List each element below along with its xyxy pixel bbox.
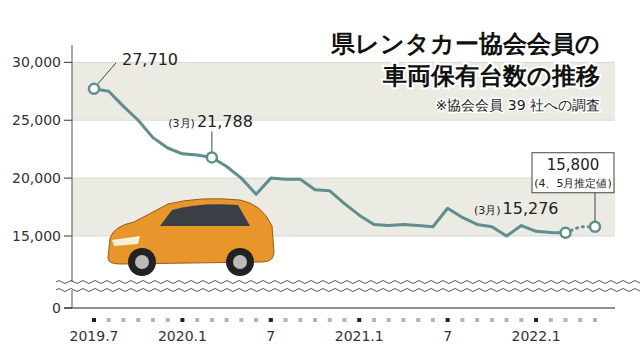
annotation-prefix: (3月) [168, 117, 195, 130]
x-tick [357, 318, 361, 322]
x-tick [564, 318, 568, 322]
x-tick-label: 2020.1 [158, 328, 207, 344]
x-tick [151, 318, 155, 322]
point-marker [207, 152, 217, 162]
axis-break-line [56, 281, 640, 284]
x-tick [121, 318, 125, 322]
x-tick [534, 318, 538, 322]
x-tick [372, 318, 376, 322]
x-tick [328, 318, 332, 322]
x-tick [343, 318, 347, 322]
car-wheel [233, 255, 247, 269]
x-tick [254, 318, 258, 322]
x-tick [180, 318, 184, 322]
x-tick [166, 318, 170, 322]
y-tick-label: 0 [52, 300, 61, 316]
axis-break-line [56, 289, 640, 292]
x-tick [107, 318, 111, 322]
y-tick [64, 178, 72, 179]
x-tick [387, 318, 391, 322]
x-tick [446, 318, 450, 322]
grid-band [72, 62, 615, 120]
car-illustration [108, 199, 274, 276]
point-marker [590, 222, 600, 232]
title: 車両保有台数の推移 [382, 62, 600, 90]
x-tick [239, 318, 243, 322]
x-tick [549, 318, 553, 322]
x-tick-label: 2021.1 [335, 328, 384, 344]
annotation-box [532, 153, 614, 193]
point-marker [89, 84, 99, 94]
title: 県レンタカー協会会員の [330, 30, 600, 58]
annotation-text: 15,276 [503, 199, 559, 218]
x-tick [298, 318, 302, 322]
x-tick [460, 318, 464, 322]
x-tick [269, 318, 273, 322]
annotation-text: 15,800 [547, 156, 600, 174]
x-tick-label: 7 [443, 328, 452, 344]
x-tick [519, 318, 523, 322]
x-tick [401, 318, 405, 322]
x-axis [64, 307, 615, 308]
x-tick [431, 318, 435, 322]
note: ※協会会員 39 社への調査 [436, 97, 600, 113]
x-tick [313, 318, 317, 322]
annotation-text: 27,710 [122, 50, 178, 69]
leader-line [211, 131, 212, 152]
x-tick-label: 2022.1 [512, 328, 561, 344]
y-tick [64, 62, 72, 63]
point-marker [561, 228, 571, 238]
x-tick [593, 318, 597, 322]
x-tick [92, 318, 96, 322]
x-tick [490, 318, 494, 322]
x-tick [578, 318, 582, 322]
x-tick [225, 318, 229, 322]
y-tick-label: 15,000 [12, 228, 61, 244]
leader-line [97, 63, 116, 85]
x-tick [505, 318, 509, 322]
car-wheel [226, 248, 254, 276]
x-tick-label: 7 [266, 328, 275, 344]
car-wheel [128, 248, 156, 276]
chart: 0 15,000 20,000 25,000 30,000 2019.7 2020.1 7 20… [0, 0, 640, 351]
grid-line [72, 120, 615, 121]
y-tick-label: 25,000 [12, 112, 61, 128]
x-tick [136, 318, 140, 322]
x-tick-label: 2019.7 [70, 328, 119, 344]
x-tick [416, 318, 420, 322]
car-window [160, 204, 250, 226]
x-tick [210, 318, 214, 322]
x-tick [195, 318, 199, 322]
y-tick [64, 236, 72, 237]
background [0, 0, 640, 351]
leader-line [595, 192, 596, 222]
annotation-prefix: (3月) [474, 204, 501, 217]
car-light [112, 236, 140, 246]
annotation-note: (4、5月推定値) [534, 177, 612, 190]
y-tick-label: 20,000 [12, 170, 61, 186]
car-wheel [135, 255, 149, 269]
y-tick [64, 120, 72, 121]
x-tick [284, 318, 288, 322]
y-tick-label: 30,000 [12, 54, 61, 70]
annotation-text: 21,788 [197, 112, 253, 131]
x-tick [475, 318, 479, 322]
y-axis [72, 45, 73, 308]
